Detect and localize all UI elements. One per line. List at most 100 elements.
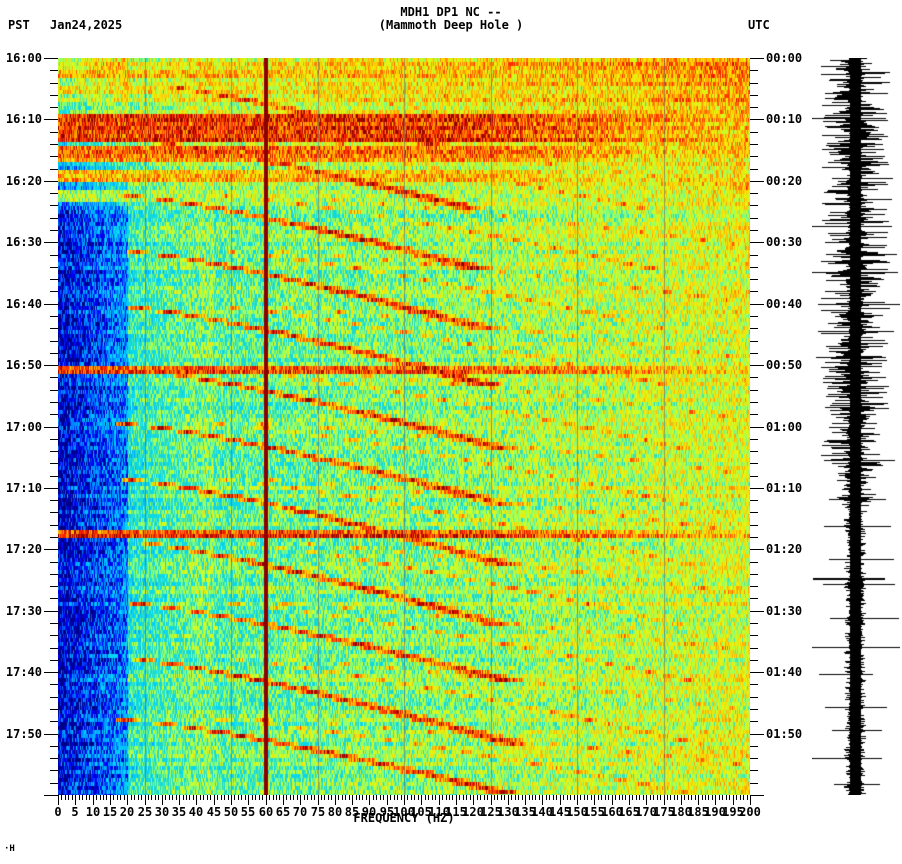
time-tick-minor [50,328,58,329]
freq-tick-minor [158,795,159,800]
time-tick-major [44,672,58,673]
freq-tick-minor [259,795,260,800]
freq-tick-minor [556,795,557,800]
freq-tick-minor [480,795,481,800]
time-tick-minor [750,623,758,624]
freq-tick-major [127,795,128,805]
freq-tick-minor [466,795,467,800]
time-tick-major [750,365,764,366]
time-tick-minor [750,463,758,464]
freq-tick-major [733,795,734,805]
freq-tick-minor [324,795,325,800]
time-tick-label-utc: 01:50 [766,727,803,741]
time-tick-minor [50,279,58,280]
freq-tick-minor [96,795,97,800]
time-tick-minor [750,255,758,256]
time-tick-major [750,795,764,796]
time-tick-minor [750,746,758,747]
timezone-label-left: PST [8,18,30,32]
freq-tick-minor [342,795,343,800]
freq-tick-minor [286,795,287,800]
freq-tick-minor [705,795,706,800]
freq-tick-minor [695,795,696,800]
freq-tick-major [681,795,682,805]
freq-tick-minor [605,795,606,800]
time-tick-minor [50,562,58,563]
time-tick-minor [50,230,58,231]
freq-tick-minor [376,795,377,800]
time-tick-minor [750,451,758,452]
freq-tick-minor [650,795,651,800]
freq-tick-major [421,795,422,805]
time-tick-minor [50,635,58,636]
freq-tick-minor [494,795,495,800]
freq-tick-major [231,795,232,805]
freq-tick-minor [722,795,723,800]
freq-tick-minor [729,795,730,800]
freq-tick-minor [684,795,685,800]
time-tick-label-pst: 16:20 [5,174,42,188]
freq-tick-minor [702,795,703,800]
freq-tick-minor [625,795,626,800]
time-tick-major [44,611,58,612]
freq-tick-label: 110 [428,805,450,819]
time-tick-minor [750,70,758,71]
freq-tick-label: 20 [119,805,135,819]
time-tick-minor [50,783,58,784]
freq-tick-minor [708,795,709,800]
freq-tick-minor [82,795,83,800]
freq-tick-minor [452,795,453,800]
freq-tick-major [162,795,163,805]
freq-tick-minor [570,795,571,800]
freq-tick-minor [712,795,713,800]
freq-tick-minor [432,795,433,800]
spectrogram-plot[interactable] [58,58,750,795]
freq-tick-minor [428,795,429,800]
freq-tick-minor [529,795,530,800]
time-tick-minor [50,156,58,157]
freq-tick-minor [425,795,426,800]
freq-tick-major [352,795,353,805]
freq-tick-label: 165 [618,805,640,819]
time-tick-major [750,242,764,243]
freq-tick-minor [414,795,415,800]
freq-tick-label: 30 [154,805,170,819]
freq-tick-minor [276,795,277,800]
freq-tick-minor [307,795,308,800]
time-tick-minor [750,156,758,157]
seismogram-trace [812,58,900,795]
time-tick-minor [50,463,58,464]
freq-tick-major [335,795,336,805]
freq-tick-minor [484,795,485,800]
time-tick-minor [750,648,758,649]
freq-tick-minor [549,795,550,800]
freq-tick-minor [228,795,229,800]
freq-tick-minor [262,795,263,800]
freq-tick-minor [522,795,523,800]
freq-tick-minor [446,795,447,800]
time-tick-minor [50,169,58,170]
freq-tick-label: 140 [531,805,553,819]
freq-tick-minor [657,795,658,800]
freq-tick-minor [200,795,201,800]
time-tick-major [44,181,58,182]
time-tick-label-pst: 17:30 [5,604,42,618]
freq-tick-label: 180 [670,805,692,819]
freq-tick-label: 120 [462,805,484,819]
time-tick-major [750,181,764,182]
time-tick-major [750,427,764,428]
freq-tick-minor [477,795,478,800]
freq-tick-label: 35 [171,805,187,819]
date-label: Jan24,2025 [50,18,123,32]
time-tick-minor [750,635,758,636]
freq-tick-minor [504,795,505,800]
freq-tick-minor [61,795,62,800]
freq-tick-label: 130 [497,805,519,819]
freq-tick-major [525,795,526,805]
freq-tick-minor [155,795,156,800]
time-tick-minor [50,770,58,771]
freq-tick-major [248,795,249,805]
freq-tick-minor [743,795,744,800]
time-tick-minor [50,390,58,391]
freq-tick-major [110,795,111,805]
